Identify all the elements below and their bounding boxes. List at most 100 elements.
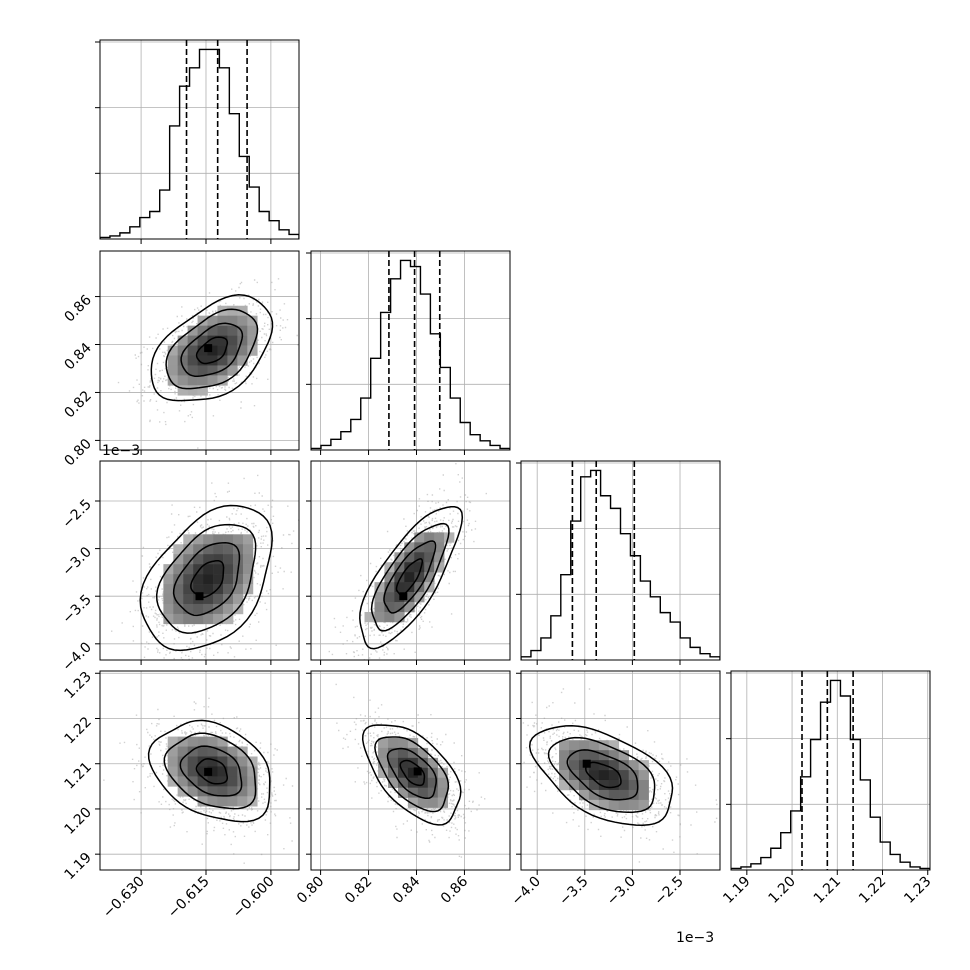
density-cell [223, 554, 234, 565]
contour-line [374, 736, 450, 813]
density-cell [364, 611, 375, 623]
density-cell [207, 375, 218, 386]
density-cell [608, 740, 620, 751]
x-tick-label: −2.5 [651, 874, 686, 909]
density-cell [187, 776, 198, 787]
density-cell [227, 746, 238, 757]
density-cell [559, 760, 570, 771]
y-tick-label: 0.82 [61, 388, 94, 421]
density-cell [217, 315, 228, 326]
x-tick-label: 1.21 [811, 874, 844, 907]
density-cell [167, 766, 178, 777]
density-cell [167, 375, 178, 386]
y-tick-label: 1.19 [61, 850, 94, 883]
scatter-points [328, 463, 487, 660]
contour-line [386, 747, 437, 800]
density-cell [227, 756, 238, 767]
density-cell [193, 584, 204, 595]
density-cell [417, 747, 429, 759]
density-cell [233, 554, 244, 565]
density-cell [417, 797, 429, 808]
density-cell [227, 796, 238, 807]
density-cell [404, 562, 415, 573]
density-cell [217, 786, 228, 797]
density-peak [582, 759, 591, 768]
density-cell [397, 777, 409, 788]
y-exponent-label: 1e−3 [102, 443, 140, 459]
density-cell [197, 746, 208, 757]
histogram-line [100, 48, 299, 239]
density-cell [608, 770, 620, 781]
density-cell [213, 593, 224, 605]
density-cell [608, 799, 620, 811]
density-cell [183, 584, 194, 595]
density-cell [569, 750, 580, 761]
density-cell [213, 544, 224, 555]
density-cell [598, 770, 610, 781]
density-cell [407, 787, 419, 798]
density-cell [598, 789, 610, 801]
density-cell [242, 534, 254, 545]
density-cell [217, 766, 228, 777]
density-cell [242, 544, 254, 555]
density-cell [203, 564, 214, 575]
density-peak [204, 767, 213, 776]
density-cell [407, 797, 419, 808]
density-cell [242, 554, 254, 565]
density-cell [177, 335, 188, 346]
density-cell [213, 554, 224, 565]
density-cell [183, 544, 194, 555]
density-cell [187, 325, 198, 336]
density-cell [197, 756, 208, 767]
x-tick-label: 1.23 [901, 874, 934, 907]
density-cell [207, 786, 218, 797]
y-tick-label: −2.5 [59, 497, 94, 532]
x-tick-label: 1.19 [720, 874, 753, 907]
density-cell [183, 554, 194, 565]
density-cell [207, 365, 218, 376]
density-cell [217, 375, 228, 386]
density-cell [404, 582, 415, 593]
density-cell [559, 750, 570, 761]
contour-line [361, 724, 462, 826]
density-cell [227, 345, 238, 356]
histogram-line [521, 469, 720, 660]
density-cell [559, 779, 570, 791]
density-cell [177, 355, 188, 366]
density-cell [588, 750, 600, 761]
density-cell [588, 770, 600, 781]
x-tick-label: −4.0 [509, 874, 544, 909]
density-cell [618, 750, 630, 761]
density-cell [223, 613, 234, 625]
density-cell [237, 786, 248, 797]
histogram-panel-0 [95, 39, 300, 240]
density-cell [434, 542, 445, 553]
contour-line [528, 724, 674, 826]
density-cell [378, 737, 389, 749]
x-tick-label: 1.20 [766, 874, 799, 907]
panel-frame [310, 460, 511, 661]
density-cell [427, 787, 439, 798]
density-cell [394, 602, 405, 613]
y-tick-label: 1.22 [61, 714, 94, 747]
density-panel-2-0 [100, 461, 299, 660]
y-tick-label: −3.0 [59, 544, 94, 579]
density-cell [227, 786, 238, 797]
x-tick-label: −3.5 [556, 874, 591, 909]
density-cell [163, 613, 174, 625]
density-cell [417, 757, 429, 769]
density-cell [217, 756, 228, 767]
contour-line [585, 761, 622, 789]
density-cell [237, 796, 248, 807]
density-cell [213, 603, 224, 615]
density-cell [388, 757, 399, 769]
density-panel-3-0 [100, 671, 299, 870]
density-cell [397, 737, 409, 749]
density-cell [638, 789, 649, 801]
y-tick-label: 0.80 [61, 436, 94, 469]
density-cell [559, 770, 570, 781]
density-cell [167, 776, 178, 787]
density-panel-3-1 [311, 671, 510, 870]
density-cell [233, 534, 244, 545]
